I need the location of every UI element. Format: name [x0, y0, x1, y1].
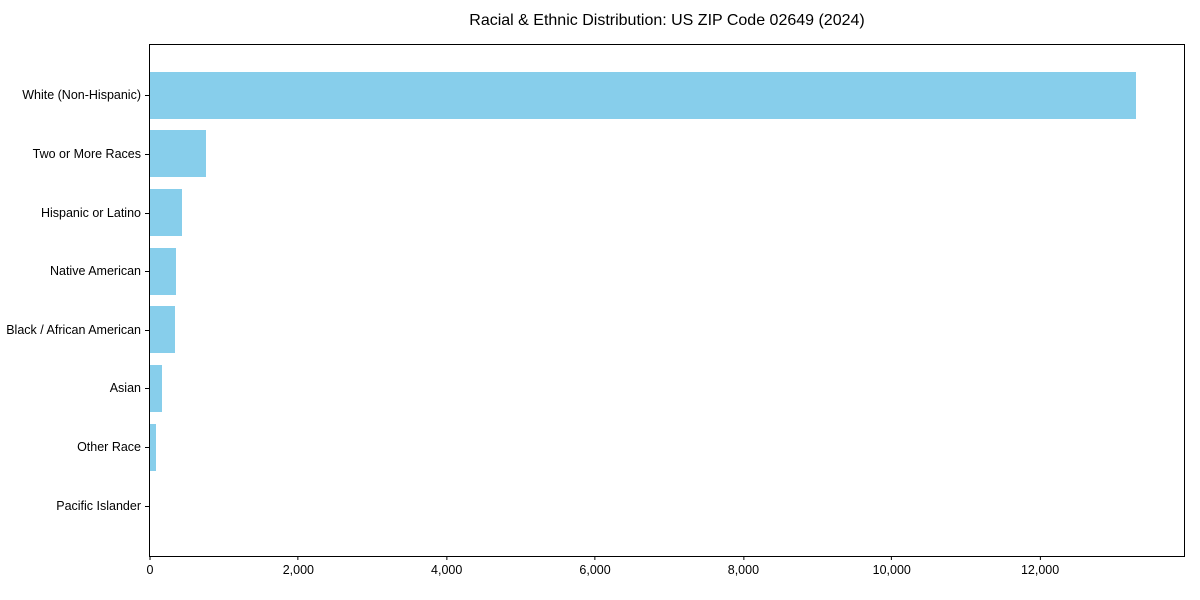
bar-row: Hispanic or Latino — [41, 183, 1184, 242]
x-axis-tick-label: 2,000 — [282, 563, 314, 577]
bar-row: Pacific Islander — [56, 476, 1184, 535]
y-axis-tick — [145, 212, 149, 214]
x-axis-tick-label: 4,000 — [431, 563, 463, 577]
x-axis-tick-label: 6,000 — [579, 563, 611, 577]
y-axis-tick — [145, 329, 149, 331]
chart-title: Racial & Ethnic Distribution: US ZIP Cod… — [469, 12, 865, 29]
x-axis-tick: 6,000 — [579, 556, 611, 577]
bar-row: Native American — [50, 242, 1184, 301]
bar — [150, 247, 176, 295]
y-axis-tick — [145, 505, 149, 507]
y-axis-label: Two or More Races — [32, 146, 141, 161]
y-axis-label: White (Non-Hispanic) — [22, 88, 141, 103]
y-axis-label: Native American — [49, 263, 141, 278]
y-axis-tick — [145, 447, 149, 449]
bar-row: White (Non-Hispanic) — [22, 66, 1184, 125]
bar — [150, 423, 156, 471]
x-axis-tick-label: 12,000 — [1020, 563, 1060, 577]
plot-area: White (Non-Hispanic) Two or More Races His… — [6, 44, 1185, 576]
x-axis-tick: 2,000 — [283, 556, 314, 577]
bar — [150, 71, 1136, 119]
x-axis-tick: 12,000 — [1021, 556, 1059, 577]
x-axis-tick-mark — [594, 556, 596, 560]
bar-row: Two or More Races — [33, 125, 1184, 184]
x-axis-tick: 10,000 — [873, 556, 911, 577]
y-axis-tick — [145, 153, 149, 155]
y-axis-tick — [145, 95, 149, 97]
bar-row: Other Race — [77, 418, 1184, 477]
bar — [150, 364, 162, 412]
x-axis-tick-mark — [446, 556, 448, 560]
y-axis-label: Asian — [109, 381, 141, 396]
y-axis-label: Pacific Islander — [56, 498, 141, 513]
x-axis-tick-mark — [742, 556, 744, 560]
y-axis-label: Black / African American — [6, 322, 141, 337]
x-axis-tick-label: 10,000 — [872, 563, 911, 577]
bar — [150, 306, 176, 354]
x-axis-tick-label: 0 — [146, 563, 154, 577]
bar-row: Asian — [110, 359, 1184, 418]
x-axis-tick-mark — [891, 556, 893, 560]
bar — [150, 130, 206, 178]
bar — [150, 189, 182, 236]
y-axis-label: Other Race — [77, 439, 141, 454]
x-axis-tick: 0 — [146, 556, 154, 577]
bar-rows: White (Non-Hispanic) Two or More Races His… — [6, 45, 1184, 556]
y-axis-tick — [145, 388, 149, 390]
x-axis-tick-mark — [1039, 556, 1041, 560]
x-axis-tick-mark — [297, 556, 299, 560]
x-axis-tick-label: 8,000 — [727, 563, 760, 577]
y-axis-tick — [145, 271, 149, 273]
y-axis-label: Hispanic or Latino — [40, 205, 141, 220]
x-axis-tick-mark — [149, 556, 151, 560]
x-axis-tick: 8,000 — [728, 556, 759, 577]
bar-row: Black / African American — [6, 301, 1184, 360]
x-axis-tick: 4,000 — [431, 556, 462, 577]
